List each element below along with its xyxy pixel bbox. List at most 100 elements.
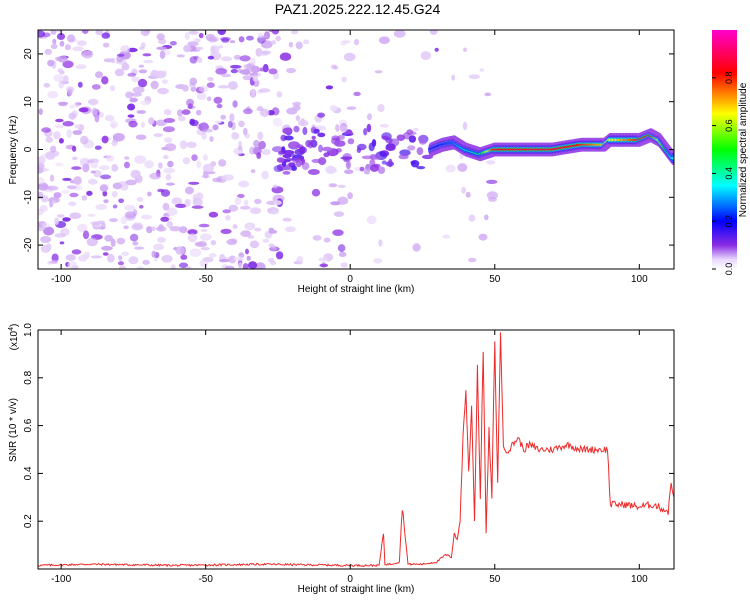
spectrogram-speckle [134,246,145,250]
spectrogram-speckle [159,50,166,60]
spectrogram-speckle [178,115,186,122]
spectrogram-speckle [109,218,118,223]
spectrogram-speckle [248,261,258,269]
spectrogram-speckle [72,46,84,52]
spectrogram-speckle [344,169,354,175]
spectrogram-speckle [257,67,270,72]
spectrogram-speckle [69,104,75,109]
spectrogram-speckle [107,253,115,263]
spectrogram-speckle [231,132,240,140]
spectrogram-noise-speckles [38,30,498,269]
spectrogram-speckle [38,177,45,185]
spectrogram-speckle [54,233,66,238]
spectrogram-speckle [224,265,235,269]
spectrogram-speckle [249,207,262,215]
spectrogram-speckle [161,79,168,84]
spectrogram-speckle [218,259,231,263]
spectrogram-y-tick-label: 10 [23,96,34,108]
spectrogram-speckle [261,170,269,180]
spectrogram-speckle [185,266,192,269]
spectrogram-speckle [176,54,185,58]
spectrogram-speckle [366,123,372,133]
spectrogram-speckle [258,88,271,93]
spectrogram-speckle [127,103,136,111]
spectrogram-speckle [164,137,173,143]
spectrogram-speckle [130,92,143,97]
spectrogram-speckle [175,203,187,208]
spectrogram-speckle [308,169,320,175]
spectrogram-speckle [153,133,163,138]
spectrogram-speckle [275,251,284,260]
spectrogram-speckle [104,234,113,242]
spectrogram-speckle [132,209,138,217]
spectrogram-speckle [43,82,51,88]
spectrogram-speckle [66,129,72,139]
spectrogram-speckle [246,35,254,41]
spectrogram-speckle [58,101,68,107]
spectrogram-speckle [162,126,175,133]
spectrogram-speckle [238,145,243,151]
spectrogram-speckle [370,154,382,160]
spectrogram-speckle [180,254,188,260]
spectrogram-speckle [213,96,223,104]
spectrogram-speckle [81,195,88,201]
spectrogram-speckle [243,127,248,136]
spectrogram-speckle [271,244,276,249]
spectrogram-speckle [53,131,61,140]
spectrogram-speckle [461,186,466,194]
spectrogram-speckle [232,100,238,108]
snr-x-tick-label: 50 [489,574,501,585]
snr-y-tick-label: 0.6 [23,418,34,432]
spectrogram-speckle [361,155,373,160]
spectrogram-speckle [280,134,287,142]
snr-y-tick-label: 0.8 [23,370,34,384]
spectrogram-speckle [140,100,151,106]
spectrogram-speckle [56,33,66,40]
spectrogram-speckle [127,114,135,118]
spectrogram-speckle [102,252,109,256]
spectrogram-speckle [468,257,477,263]
spectrogram-speckle [151,250,157,258]
spectrogram-speckle [206,96,212,102]
spectrogram-speckle [247,235,255,239]
spectrogram-speckle [393,30,406,38]
spectrogram-speckle [221,38,230,43]
spectrogram-speckle [87,98,99,106]
spectrogram-speckle [176,109,183,117]
spectrogram-speckle [100,222,106,229]
spectrogram-speckle [170,264,176,269]
spectrogram-speckle [114,68,125,77]
spectrogram-speckle [163,118,176,123]
spectrogram-speckle [165,173,172,181]
spectrogram-speckle [227,120,233,128]
snr-frame [37,329,675,570]
spectrogram-speckle [399,149,411,156]
spectrogram-speckle [71,249,82,255]
snr-plot-area [38,330,674,569]
spectrogram-speckle [181,109,191,115]
spectrogram-speckle [153,258,159,262]
spectrogram-speckle [189,77,198,86]
spectrogram-speckle [323,152,330,158]
spectrogram-speckle [273,200,282,206]
spectrogram-speckle [321,146,333,152]
spectrogram-speckle [55,56,63,61]
spectrogram-speckle [370,164,379,172]
spectrogram-speckle [196,160,202,169]
spectrogram-speckle [468,74,481,80]
spectrogram-speckle [268,68,278,75]
spectrogram-speckle [257,131,264,141]
spectrogram-speckle [346,106,357,110]
spectrogram-speckle [243,108,253,115]
spectrogram-speckle [73,101,81,108]
spectrogram-speckle [333,211,345,217]
spectrogram-speckle [373,258,383,264]
spectrogram-speckle [301,162,310,171]
spectrogram-speckle [53,192,62,199]
spectrogram-speckle [208,211,219,218]
spectrogram-speckle [146,226,153,234]
spectrogram-speckle [68,112,77,120]
spectrogram-speckle [282,150,295,155]
spectrogram-speckle [407,145,416,151]
spectrogram-speckle [62,177,72,181]
